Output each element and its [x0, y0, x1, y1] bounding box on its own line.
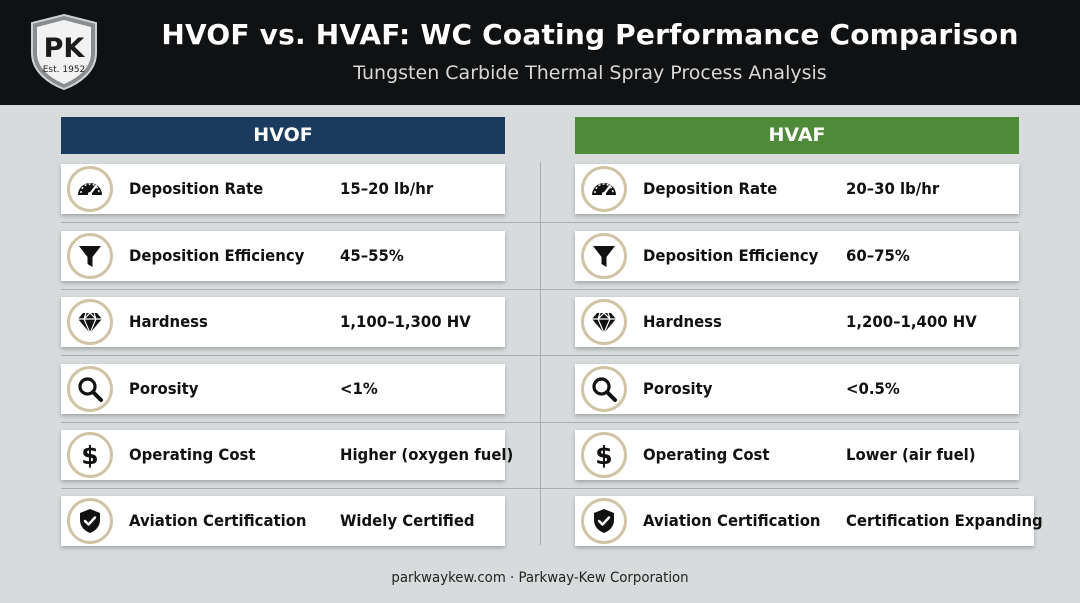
metric-label: Deposition Rate: [129, 179, 264, 198]
diamond-icon: [581, 299, 627, 345]
hvof-column-header: HVOF: [61, 117, 505, 154]
magnifier-icon: [67, 366, 113, 412]
dollar-icon: $: [581, 432, 627, 478]
diamond-icon: [67, 299, 113, 345]
row-separator: [61, 222, 1019, 223]
hvof-metric-card: $ Operating Cost Higher (oxygen fuel): [61, 430, 513, 480]
metric-value: 1,200–1,400 HV: [846, 312, 977, 331]
funnel-icon: [67, 233, 113, 279]
metric-label: Porosity: [129, 379, 199, 398]
hvaf-metric-card: Porosity <0.5%: [575, 364, 1019, 414]
hvaf-metric-card: $ Operating Cost Lower (air fuel): [575, 430, 1019, 480]
metric-value: 15–20 lb/hr: [340, 179, 434, 198]
metric-label: Porosity: [643, 379, 713, 398]
metric-value: <0.5%: [846, 379, 900, 398]
metric-value: Widely Certified: [340, 511, 475, 530]
metric-value: 45–55%: [340, 246, 404, 265]
metric-label: Aviation Certification: [643, 511, 821, 530]
page-subtitle: Tungsten Carbide Thermal Spray Process A…: [353, 62, 827, 84]
pk-logo-shield-icon: PK Est. 1952: [31, 13, 97, 91]
metric-label: Operating Cost: [129, 445, 256, 464]
metric-value: 20–30 lb/hr: [846, 179, 940, 198]
metric-label: Aviation Certification: [129, 511, 307, 530]
hvof-metric-card: Deposition Efficiency 45–55%: [61, 231, 505, 281]
row-separator: [61, 289, 1019, 290]
metric-value: <1%: [340, 379, 378, 398]
row-separator: [61, 488, 1019, 489]
footer-text: parkwaykew.com · Parkway-Kew Corporation: [391, 570, 689, 586]
shield-check-icon: [581, 498, 627, 544]
metric-value: Lower (air fuel): [846, 445, 976, 464]
hvaf-metric-card: Deposition Efficiency 60–75%: [575, 231, 1019, 281]
column-divider: [540, 162, 541, 545]
hvof-metric-card: Porosity <1%: [61, 364, 505, 414]
hvof-metric-card: Aviation Certification Widely Certified: [61, 496, 505, 546]
dollar-icon: $: [67, 432, 113, 478]
svg-text:$: $: [595, 441, 612, 470]
logo-est: Est. 1952: [43, 65, 86, 75]
header-bar: PK Est. 1952 HVOF vs. HVAF: WC Coating P…: [0, 0, 1080, 105]
hvof-metric-card: Deposition Rate 15–20 lb/hr: [61, 164, 505, 214]
row-separator: [61, 355, 1019, 356]
hvaf-metric-card: Hardness 1,200–1,400 HV: [575, 297, 1019, 347]
hvaf-metric-card: Deposition Rate 20–30 lb/hr: [575, 164, 1019, 214]
metric-value: 60–75%: [846, 246, 910, 265]
metric-label: Hardness: [643, 312, 722, 331]
metric-label: Operating Cost: [643, 445, 770, 464]
metric-value: 1,100–1,300 HV: [340, 312, 471, 331]
logo-text: PK: [44, 33, 86, 64]
metric-value: Certification Expanding: [846, 511, 1043, 530]
metric-value: Higher (oxygen fuel): [340, 445, 514, 464]
metric-label: Deposition Efficiency: [643, 246, 819, 265]
magnifier-icon: [581, 366, 627, 412]
hvaf-metric-card: Aviation Certification Certification Expa…: [575, 496, 1043, 546]
metric-label: Hardness: [129, 312, 208, 331]
gauge-icon: [67, 166, 113, 212]
row-separator: [61, 422, 1019, 423]
metric-label: Deposition Efficiency: [129, 246, 305, 265]
gauge-icon: [581, 166, 627, 212]
funnel-icon: [581, 233, 627, 279]
page-title: HVOF vs. HVAF: WC Coating Performance Co…: [161, 18, 1019, 51]
hvof-metric-card: Hardness 1,100–1,300 HV: [61, 297, 505, 347]
metric-label: Deposition Rate: [643, 179, 778, 198]
shield-check-icon: [67, 498, 113, 544]
hvaf-column-header: HVAF: [575, 117, 1019, 154]
svg-text:$: $: [81, 441, 98, 470]
